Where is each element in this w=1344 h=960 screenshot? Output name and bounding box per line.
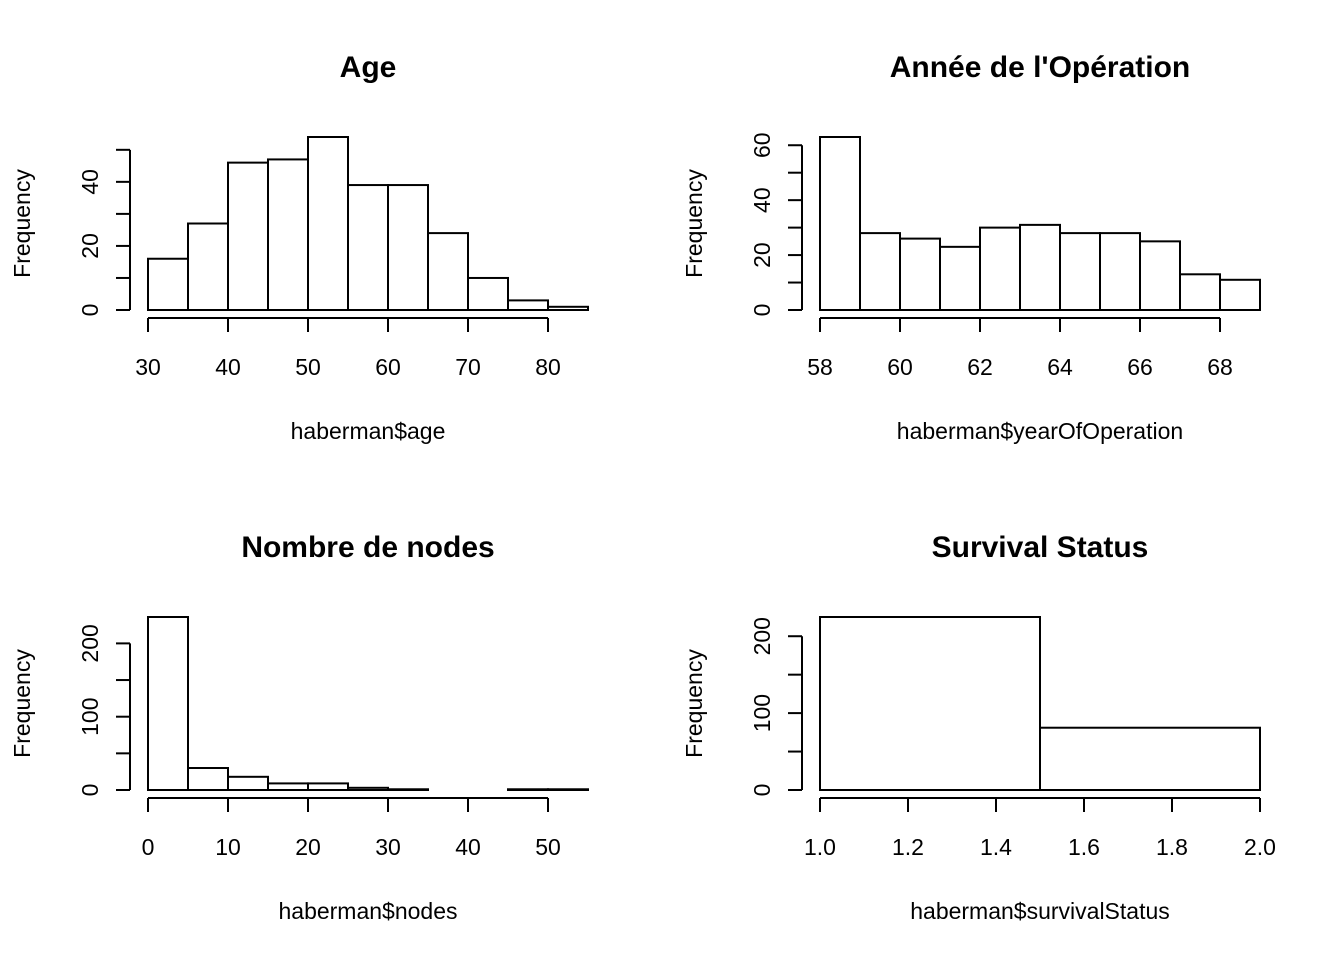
- chart-panel-1: Age 30 40 50 60 70 80 0 20 40 haberman$age Frequenc…: [9, 51, 589, 444]
- chart-panel-4: Survival Status 1.0 1.2 1.4 1.6 1.8 2.0 0 100 200…: [681, 531, 1276, 924]
- histogram-bar: [507, 788, 549, 792]
- y-tick-label: 200: [749, 617, 775, 655]
- histogram-bar: [819, 616, 1041, 791]
- y-axis-label: Frequency: [681, 649, 707, 758]
- x-tick-label: 60: [375, 354, 401, 380]
- y-axis-label: Frequency: [9, 649, 35, 758]
- x-tick-label: 62: [967, 354, 993, 380]
- x-tick-label: 68: [1207, 354, 1233, 380]
- histogram-bar: [1019, 223, 1061, 311]
- y-tick-label: 100: [749, 694, 775, 732]
- y-tick-label: 20: [749, 242, 775, 268]
- y-tick-label: 40: [749, 187, 775, 213]
- histogram-bar: [547, 788, 589, 792]
- histogram-bar: [227, 775, 269, 792]
- histogram-bar: [187, 222, 229, 311]
- x-axis-label: haberman$nodes: [278, 898, 457, 924]
- x-tick-label: 30: [375, 834, 401, 860]
- chart-title: Nombre de nodes: [241, 531, 494, 564]
- chart-panel-2: Année de l'Opération 58 60 62 64 66 68 0 20 40 60 h…: [681, 51, 1261, 444]
- x-tick-label: 20: [295, 834, 321, 860]
- histogram-bar: [1039, 726, 1261, 791]
- histogram-bar: [819, 136, 861, 311]
- x-tick-label: 66: [1127, 354, 1153, 380]
- x-tick-label: 80: [535, 354, 561, 380]
- histogram-bar: [387, 184, 429, 311]
- y-tick-label: 0: [749, 304, 775, 317]
- histogram-bar: [1059, 232, 1101, 311]
- histogram-bar: [147, 616, 189, 791]
- x-tick-label: 10: [215, 834, 241, 860]
- x-tick-label: 1.8: [1156, 834, 1188, 860]
- histogram-bar: [507, 299, 549, 311]
- histogram-bar: [939, 245, 981, 311]
- x-tick-label: 1.0: [804, 834, 836, 860]
- histogram-bar: [307, 782, 349, 791]
- histogram-bar: [467, 276, 509, 311]
- y-tick-label: 0: [77, 784, 103, 797]
- histogram-bar: [899, 237, 941, 312]
- chart-panel-3: Nombre de nodes 0 10 20 30 40 50 0 100 200 haberma…: [9, 531, 589, 924]
- histogram-bar: [1179, 273, 1221, 311]
- chart-title: Survival Status: [932, 531, 1149, 564]
- x-axis-label: haberman$survivalStatus: [910, 898, 1170, 924]
- x-tick-label: 40: [215, 354, 241, 380]
- histogram-bar: [307, 136, 349, 311]
- x-tick-label: 1.6: [1068, 834, 1100, 860]
- histogram-bar: [267, 782, 309, 791]
- histogram-bar: [347, 786, 389, 791]
- histogram-bar: [267, 158, 309, 311]
- x-axis-label: haberman$yearOfOperation: [897, 418, 1183, 444]
- x-tick-label: 50: [295, 354, 321, 380]
- histogram-bar: [1099, 232, 1141, 311]
- histogram-bar: [147, 257, 189, 312]
- y-tick-label: 60: [749, 132, 775, 158]
- x-tick-label: 50: [535, 834, 561, 860]
- x-tick-label: 64: [1047, 354, 1073, 380]
- histogram-bar: [547, 305, 589, 311]
- x-tick-label: 58: [807, 354, 833, 380]
- y-tick-label: 200: [77, 624, 103, 662]
- x-tick-label: 1.2: [892, 834, 924, 860]
- y-tick-label: 0: [77, 304, 103, 317]
- chart-title: Année de l'Opération: [890, 51, 1191, 84]
- x-tick-label: 1.4: [980, 834, 1012, 860]
- x-tick-label: 60: [887, 354, 913, 380]
- histogram-bar: [187, 767, 229, 792]
- y-tick-label: 100: [77, 698, 103, 736]
- x-tick-label: 30: [135, 354, 161, 380]
- histogram-bar: [1139, 240, 1181, 312]
- x-tick-label: 40: [455, 834, 481, 860]
- histogram-bar: [347, 184, 389, 311]
- histogram-bar: [979, 226, 1021, 311]
- histogram-bar: [1219, 278, 1261, 311]
- x-axis-label: haberman$age: [291, 418, 446, 444]
- x-tick-label: 2.0: [1244, 834, 1276, 860]
- y-axis-label: Frequency: [9, 169, 35, 278]
- x-tick-label: 0: [142, 834, 155, 860]
- y-tick-label: 0: [749, 784, 775, 797]
- y-tick-label: 40: [77, 169, 103, 195]
- histogram-bar: [227, 161, 269, 311]
- histogram-bar: [427, 232, 469, 311]
- chart-title: Age: [340, 51, 397, 84]
- histogram-bar: [859, 232, 901, 311]
- x-tick-label: 70: [455, 354, 481, 380]
- histogram-bar: [387, 788, 429, 792]
- y-tick-label: 20: [77, 233, 103, 259]
- y-axis-label: Frequency: [681, 169, 707, 278]
